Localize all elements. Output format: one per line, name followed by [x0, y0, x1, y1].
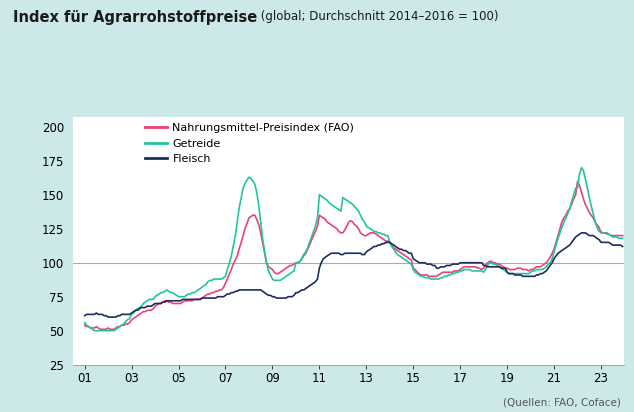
Text: (Quellen: FAO, Coface): (Quellen: FAO, Coface) — [503, 398, 621, 408]
Text: Index für Agrarrohstoffpreise: Index für Agrarrohstoffpreise — [13, 10, 257, 25]
Legend: Nahrungsmittel-Preisindex (FAO), Getreide, Fleisch: Nahrungsmittel-Preisindex (FAO), Getreid… — [145, 123, 354, 164]
Text: (global; Durchschnitt 2014–2016 = 100): (global; Durchschnitt 2014–2016 = 100) — [257, 10, 498, 23]
